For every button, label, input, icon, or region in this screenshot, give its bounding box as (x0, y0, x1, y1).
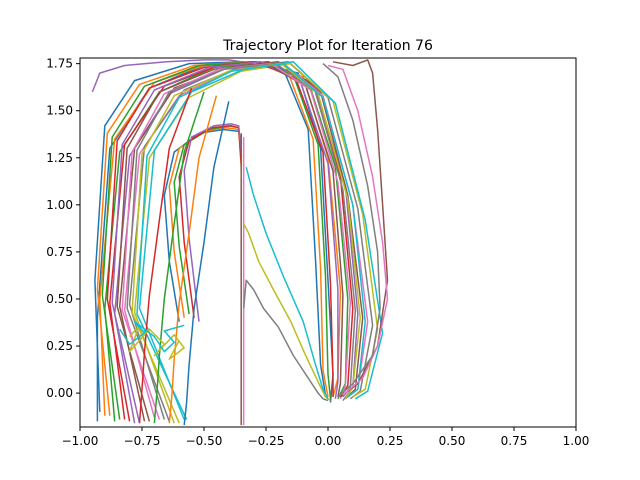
x-tick-label: −0.75 (124, 434, 161, 448)
y-tick-label: 1.25 (46, 151, 73, 165)
y-tick-label: 0.50 (46, 292, 73, 306)
trajectory-line-34 (138, 87, 193, 424)
y-tick-label: 0.75 (46, 245, 73, 259)
trajectory-line-33 (153, 91, 205, 424)
y-tick-label: 0.25 (46, 339, 73, 353)
x-tick-label: 0.75 (501, 434, 528, 448)
trajectory-line-24 (178, 125, 242, 318)
y-axis: 0.00 0.25 0.50 0.75 1.00 1.25 1.50 1.75 (46, 57, 80, 400)
trajectory-line-20 (136, 62, 366, 420)
trajectory-line-15 (111, 61, 339, 424)
chart-title: Trajectory Plot for Iteration 76 (222, 38, 433, 54)
trajectory-line-25 (183, 123, 242, 322)
y-tick-label: 0.00 (46, 386, 73, 400)
x-axis: −1.00 −0.75 −0.50 −0.25 0.00 0.25 0.50 0.75 1.00 (62, 427, 590, 448)
x-tick-label: 0.00 (315, 434, 342, 448)
trajectory-line-4 (109, 61, 354, 420)
trajectory-line-28 (242, 279, 329, 402)
trajectory-line-32 (168, 95, 218, 424)
y-tick-label: 1.75 (46, 57, 73, 71)
x-tick-label: 0.50 (439, 434, 466, 448)
trajectory-line-10 (138, 61, 384, 420)
trajectory-line-29 (243, 223, 331, 402)
trajectory-line-38 (322, 63, 381, 398)
trajectory-line-30 (245, 167, 329, 400)
x-tick-label: 0.25 (377, 434, 404, 448)
trajectory-line-11 (94, 61, 327, 412)
x-tick-label: −0.25 (248, 434, 285, 448)
trajectory-line-22 (168, 126, 242, 318)
series-group (91, 59, 389, 426)
x-tick-label: −0.50 (186, 434, 223, 448)
y-tick-label: 1.00 (46, 198, 73, 212)
trajectory-line-35 (91, 59, 242, 93)
trajectory-line-39 (128, 324, 185, 360)
trajectory-line-37 (327, 64, 389, 396)
trajectory-line-36 (332, 59, 389, 398)
x-tick-label: −1.00 (62, 434, 99, 448)
trajectory-line-40 (119, 320, 185, 353)
trajectory-line-31 (183, 101, 230, 426)
x-tick-label: 1.00 (563, 434, 590, 448)
y-tick-label: 1.50 (46, 104, 73, 118)
